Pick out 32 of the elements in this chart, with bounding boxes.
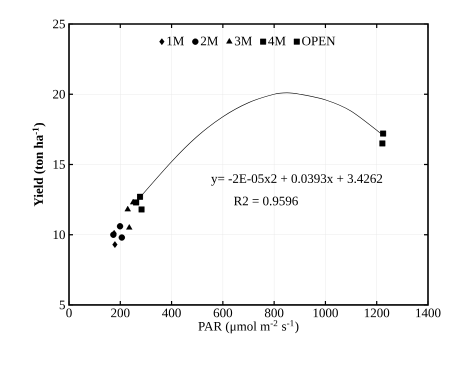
point	[116, 223, 124, 230]
y-tick-label: 5	[60, 300, 65, 310]
x-tick-label: 800	[264, 308, 284, 318]
x-tick-label: 1400	[416, 308, 441, 318]
y-tick-label: 20	[53, 90, 65, 99]
y-tick-label: 15	[54, 160, 65, 169]
legend-label: 1M	[167, 36, 184, 46]
point	[118, 234, 126, 241]
x-tick-label: 600	[214, 308, 232, 318]
y-axis-title: Yield (ton ha$^{-1}$)	[32, 122, 46, 206]
legend-label: 2M	[200, 36, 218, 46]
x-tick-label: 1200	[364, 308, 390, 318]
x-tick-label: 200	[111, 308, 130, 318]
legend-label: 4M	[268, 36, 286, 46]
y-tick-label: 10	[54, 230, 65, 240]
point	[126, 224, 132, 230]
y-tick-label: 25	[53, 20, 65, 28]
legend-label: 3M	[234, 36, 252, 46]
point	[137, 194, 144, 200]
annotation: R2 = 0.9596	[234, 196, 298, 206]
x-axis-title: PAR (μmol m$^{-2}$ s$^{-1}$)	[198, 320, 298, 334]
x-tick-label: 400	[162, 308, 181, 318]
x-tick-label: 1000	[314, 308, 338, 318]
x-tick-label: 0	[66, 308, 72, 318]
legend-label: OPEN	[302, 36, 336, 46]
point	[379, 140, 386, 146]
point	[380, 130, 386, 137]
point	[112, 241, 118, 248]
point	[124, 206, 131, 212]
point	[138, 206, 145, 212]
annotation: y= -2E-05x2 + 0.0393x + 3.4262	[211, 174, 382, 186]
point	[133, 199, 140, 206]
